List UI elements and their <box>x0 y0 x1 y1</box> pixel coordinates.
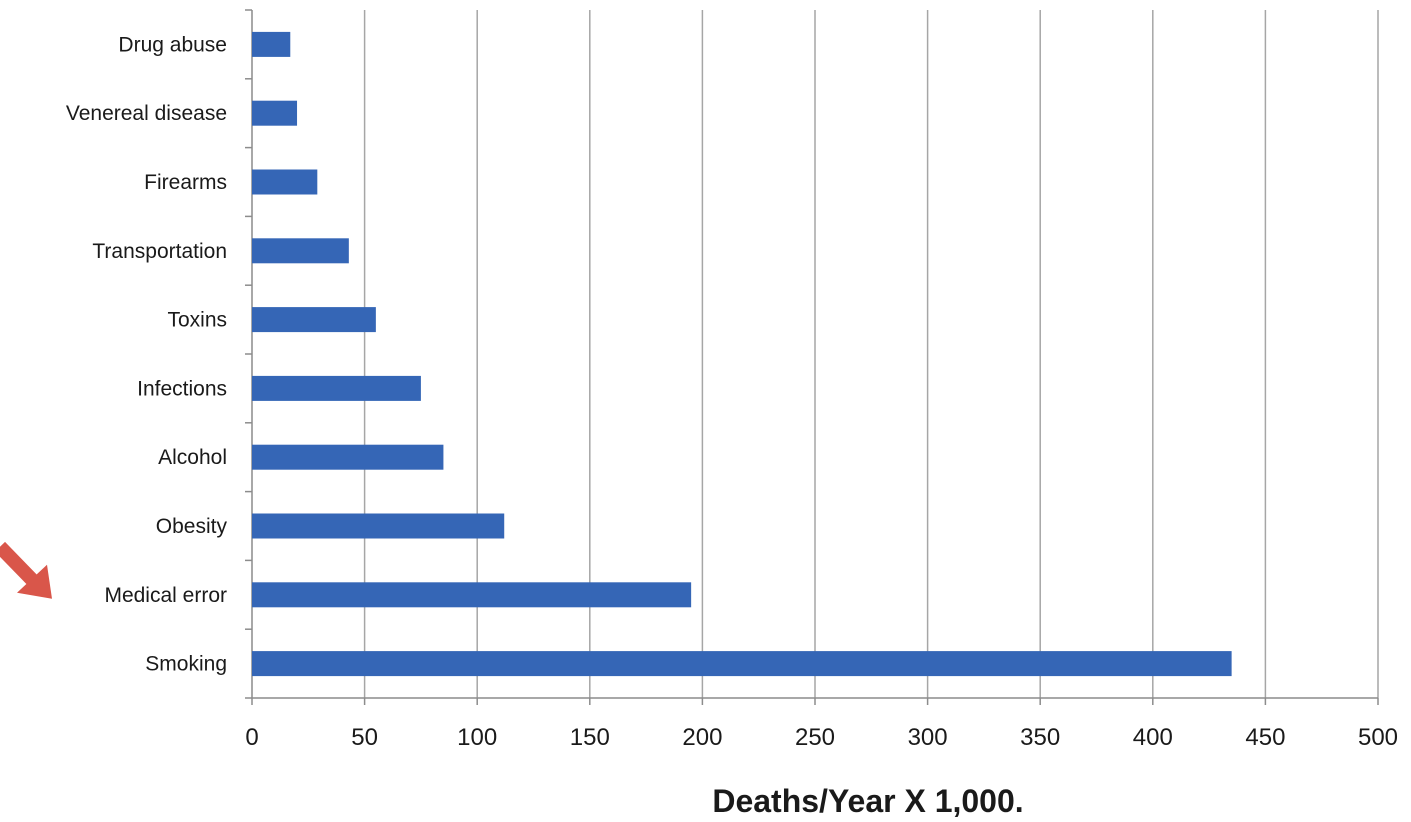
bar-venereal-disease <box>252 100 298 126</box>
category-label: Alcohol <box>158 446 227 469</box>
bar-medical-error <box>252 582 692 608</box>
category-label: Medical error <box>104 584 227 607</box>
category-label: Obesity <box>156 515 228 538</box>
bar-toxins <box>252 307 376 333</box>
category-label: Venereal disease <box>66 102 227 125</box>
bar-firearms <box>252 169 318 195</box>
gridlines <box>363 10 1379 698</box>
bar-transportation <box>252 238 349 264</box>
category-label: Drug abuse <box>118 33 227 56</box>
category-labels: Drug abuse Venereal disease Firearms Transp… <box>66 33 228 675</box>
x-tick-labels: 0 50 100 150 200 250 300 350 400 450 500 <box>245 724 1398 751</box>
bar-smoking <box>252 651 1232 677</box>
x-tick-label: 400 <box>1133 724 1173 751</box>
x-tick-label: 50 <box>351 724 378 751</box>
bar-drug-abuse <box>252 31 291 57</box>
category-label: Transportation <box>92 240 227 263</box>
x-tick-label: 450 <box>1245 724 1285 751</box>
x-tick-label: 300 <box>908 724 948 751</box>
arrow-head <box>17 564 52 599</box>
x-tick-label: 0 <box>245 724 258 751</box>
category-label: Firearms <box>144 171 227 194</box>
bar-alcohol <box>252 444 444 470</box>
bar-obesity <box>252 513 505 539</box>
category-label: Smoking <box>145 653 227 676</box>
category-label: Infections <box>137 377 227 400</box>
x-axis-title: Deaths/Year X 1,000. <box>712 783 1023 819</box>
x-tick-label: 350 <box>1020 724 1060 751</box>
x-tick-label: 150 <box>570 724 610 751</box>
x-tick-label: 100 <box>457 724 497 751</box>
x-tick-label: 200 <box>682 724 722 751</box>
arrow-shaft <box>0 541 39 586</box>
x-tick-label: 250 <box>795 724 835 751</box>
category-label: Toxins <box>167 309 227 332</box>
x-tick-label: 500 <box>1358 724 1398 751</box>
bar-infections <box>252 375 421 401</box>
bars <box>252 31 1232 677</box>
highlight-arrow <box>0 541 52 599</box>
